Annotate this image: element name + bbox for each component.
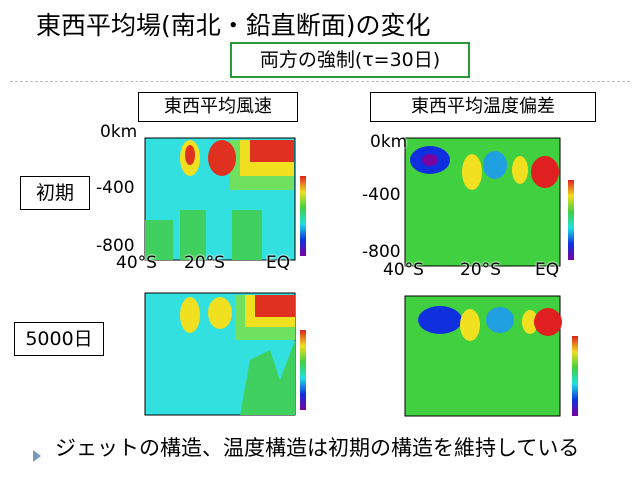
y-label: 40°S [383,260,424,280]
footer-text: ジェットの構造、温度構造は初期の構造を維持している [55,436,580,460]
wind-5000 [144,292,306,416]
bullet [33,450,41,462]
column-label: 東西平均風速 [138,92,298,122]
z-label: -400 [362,185,401,205]
z-label: -800 [362,242,401,262]
y-label: 40°S [116,253,157,273]
z-label: 0km [370,132,408,152]
temp-initial [404,137,574,267]
wind-initial [144,137,306,261]
row-label: 5000日 [14,322,104,356]
y-label: 20°S [460,260,501,280]
divider [10,81,630,82]
y-label: EQ [266,253,291,273]
z-label: -800 [96,236,135,256]
row-label: 初期 [20,176,90,210]
z-label: 0km [100,122,138,142]
title: 東西平均場(南北・鉛直断面)の変化 [36,11,431,40]
subtitle-box: 両方の強制(τ=30日) [230,42,470,78]
temp-5000 [404,295,578,417]
y-label: 20°S [184,253,225,273]
column-label: 東西平均温度偏差 [370,92,596,122]
z-label: -400 [96,178,135,198]
y-label: EQ [535,260,560,280]
